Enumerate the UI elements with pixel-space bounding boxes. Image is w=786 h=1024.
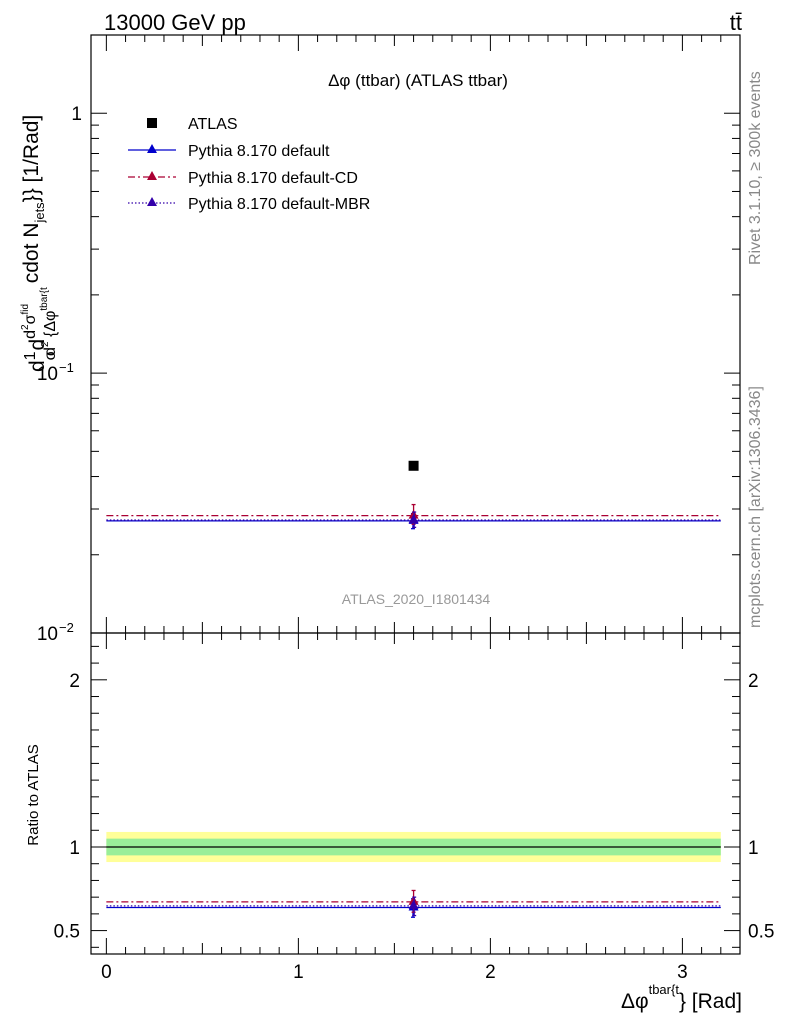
rivet-version-label: Rivet 3.1.10, ≥ 300k events <box>747 71 764 265</box>
legend-marker-cd <box>147 171 157 180</box>
atlas-data-point <box>408 460 419 471</box>
x-tick-label: 1 <box>293 962 304 983</box>
mc-marker-3 <box>408 514 419 524</box>
analysis-watermark: ATLAS_2020_I1801434 <box>342 591 491 607</box>
x-tick-label: 3 <box>677 962 688 983</box>
ratio-y-tick-label: 2 <box>69 671 80 692</box>
ratio-uncertainty-bands <box>106 831 721 863</box>
header-collision-label: 13000 GeV pp <box>104 10 246 35</box>
main-y-tick-label-exponent: −1 <box>59 360 74 375</box>
main-y-tick-label: 10 <box>37 364 58 385</box>
legend-marker-default <box>147 144 157 153</box>
ratio-x-axis: 0 1 2 3 <box>101 633 722 983</box>
main-x-ticks <box>105 35 722 633</box>
legend-label-cd: Pythia 8.170 default-CD <box>188 170 358 187</box>
ratio-y-tick-label: 0.5 <box>54 922 80 943</box>
legend-entry-mbr: Pythia 8.170 default-MBR <box>128 196 370 213</box>
ratio-panel: 0.5 0.5 1 1 2 2 0 1 2 3 Ratio to ATLAS Δφtbar{t}… <box>25 632 774 1013</box>
ratio-data-layer <box>106 889 721 918</box>
ratio-y-axis-label: Ratio to ATLAS <box>25 744 42 845</box>
legend-label-mbr: Pythia 8.170 default-MBR <box>188 196 370 213</box>
legend: ATLAS Pythia 8.170 default Pythia 8.170 … <box>128 116 370 213</box>
legend-entry-atlas: ATLAS <box>147 116 238 133</box>
main-data-layer <box>106 460 721 530</box>
main-y-axis-label: d1 σdd2σfidd2 {Δφtbar{tcdot Njets}} [1/Ra… <box>20 115 59 372</box>
header-process-label: tt̄ <box>730 10 742 35</box>
main-y-tick-label-exponent: −2 <box>59 620 74 635</box>
ratio-y-tick-label: 1 <box>69 838 80 859</box>
ratio-frame <box>90 632 741 955</box>
legend-entry-default: Pythia 8.170 default <box>128 143 330 160</box>
ratio-y-axis: 0.5 0.5 1 1 2 2 <box>54 645 774 948</box>
x-tick-label: 0 <box>101 962 112 983</box>
main-panel: 110−110−2 Δφ (ttbar) (ATLAS ttbar) ATLAS… <box>20 34 741 645</box>
x-tick-label: 2 <box>485 962 496 983</box>
legend-marker-atlas <box>147 118 157 128</box>
main-y-tick-label: 1 <box>71 104 82 125</box>
legend-marker-mbr <box>147 197 157 206</box>
legend-label-atlas: ATLAS <box>188 116 238 133</box>
legend-entry-cd: Pythia 8.170 default-CD <box>128 170 358 187</box>
main-y-axis: 110−110−2 <box>37 34 740 645</box>
mcplots-label: mcplots.cern.ch [arXiv:1306.3436] <box>747 386 764 628</box>
ratio-marker-2 <box>408 899 419 909</box>
legend-label-default: Pythia 8.170 default <box>188 143 330 160</box>
x-axis-label: Δφtbar{t} [Rad] <box>621 982 742 1013</box>
ratio-y-tick-label-right: 0.5 <box>748 922 774 943</box>
main-title: Δφ (ttbar) (ATLAS ttbar) <box>328 71 508 90</box>
ratio-y-tick-label-right: 1 <box>748 838 759 859</box>
main-y-tick-label: 10 <box>37 624 58 645</box>
ratio-y-tick-label-right: 2 <box>748 671 759 692</box>
